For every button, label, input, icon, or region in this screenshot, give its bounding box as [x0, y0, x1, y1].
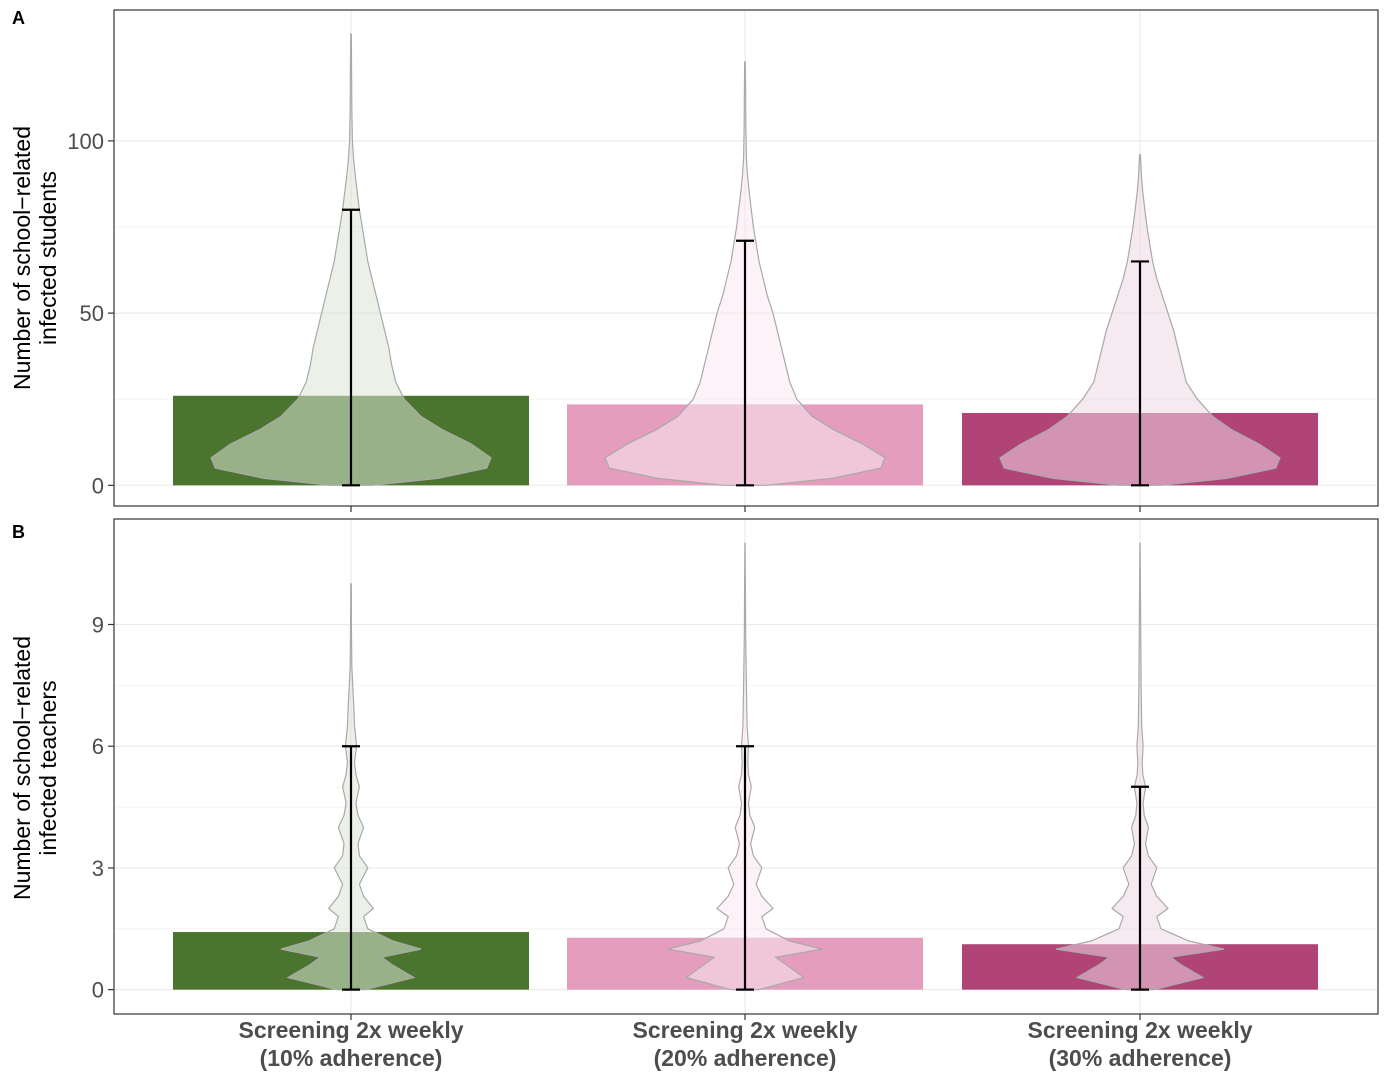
panel-border [113, 518, 1379, 1015]
x-tick-label: Screening 2x weekly (20% adherence) [632, 1017, 857, 1071]
y-tick-label: 50 [80, 301, 104, 326]
panel-border [113, 9, 1379, 507]
x-tick-label-line: Screening 2x weekly [632, 1017, 857, 1043]
x-tick-label: Screening 2x weekly (10% adherence) [238, 1017, 463, 1071]
violin [1055, 542, 1225, 991]
panel-a: 0 50 100 A Number of school−relatedinfected … [9, 8, 1379, 512]
x-tick-label-line: Screening 2x weekly [238, 1017, 463, 1043]
y-tick-label: 0 [92, 473, 104, 498]
x-tick-label-line: (20% adherence) [654, 1045, 837, 1071]
y-tick-label: 9 [92, 612, 104, 637]
panel-b: 0 3 6 9 B Number of school−relatedinfected te… [9, 518, 1379, 1071]
y-axis-label-line: Number of school−related [9, 636, 35, 900]
x-tick-label-line: (30% adherence) [1049, 1045, 1232, 1071]
y-tick-label: 6 [92, 734, 104, 759]
y-tick-label: 100 [67, 129, 104, 154]
panel-letter: A [12, 8, 25, 28]
y-axis-label-line: infected teachers [35, 680, 61, 855]
x-tick-label-line: Screening 2x weekly [1027, 1017, 1252, 1043]
y-tick-label: 0 [92, 978, 104, 1003]
y-tick-label: 3 [92, 856, 104, 881]
y-axis-label: Number of school−relatedinfected student… [9, 126, 61, 390]
x-tick-label-line: (10% adherence) [260, 1045, 443, 1071]
y-axis-label: Number of school−relatedinfected teacher… [9, 636, 61, 900]
x-tick-label: Screening 2x weekly (30% adherence) [1027, 1017, 1252, 1071]
panel-letter: B [12, 522, 25, 542]
y-axis-label-line: infected students [35, 171, 61, 345]
y-axis-label-line: Number of school−related [9, 126, 35, 390]
